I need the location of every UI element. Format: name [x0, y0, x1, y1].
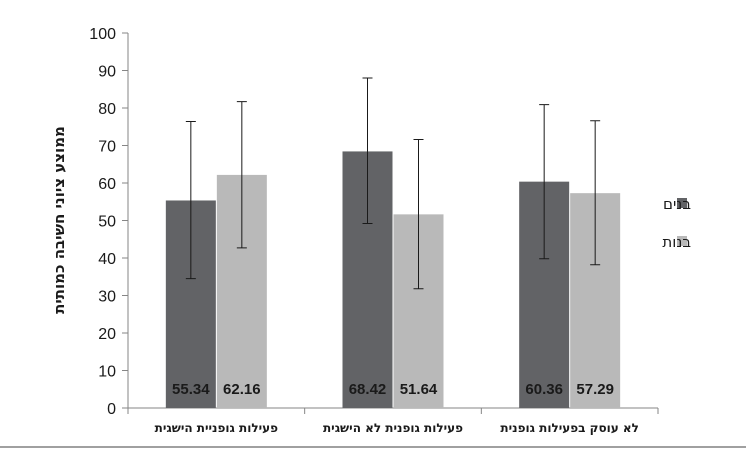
y-tick-label: 70 — [98, 139, 116, 156]
data-label: 51.64 — [400, 381, 438, 398]
y-axis-title: ממוצע ציוני חשיבה כמותית — [50, 126, 68, 314]
x-tick-label: פעילות גופנית לא הישגית — [323, 421, 463, 435]
legend: בנים בנות — [662, 195, 691, 251]
bars — [165, 151, 621, 409]
data-label: 55.34 — [172, 381, 210, 398]
legend-swatch-boys — [677, 198, 687, 208]
y-tick-label: 40 — [98, 251, 116, 268]
data-label: 60.36 — [525, 381, 563, 398]
data-label: 62.16 — [223, 381, 261, 398]
y-tick-label: 60 — [98, 176, 116, 193]
bottom-rule — [0, 446, 746, 448]
y-tick-label: 50 — [98, 214, 116, 231]
legend-label-boys: בנים — [663, 195, 691, 213]
y-tick-label: 30 — [98, 289, 116, 306]
y-tick-label: 80 — [98, 101, 116, 118]
x-tick-label: לא עוסק בפעילות גופנית — [500, 421, 639, 435]
data-label: 68.42 — [349, 381, 387, 398]
x-tick-label: פעילות גופניית הישגית — [155, 421, 279, 435]
data-label: 57.29 — [576, 381, 614, 398]
legend-swatch-girls — [677, 236, 687, 246]
axes: 0 10 20 30 40 50 60 70 80 90 100 פעילות גופניית היש… — [89, 26, 659, 435]
y-tick-label: 0 — [107, 401, 116, 418]
error-bars — [185, 77, 601, 290]
y-tick-label: 100 — [89, 26, 116, 43]
data-labels: 55.34 68.42 60.36 62.16 51.64 57.29 — [172, 381, 614, 398]
y-tick-label: 90 — [98, 64, 116, 81]
y-tick-label: 20 — [98, 326, 116, 343]
legend-label-girls: בנות — [662, 233, 691, 251]
y-tick-label: 10 — [98, 364, 116, 381]
